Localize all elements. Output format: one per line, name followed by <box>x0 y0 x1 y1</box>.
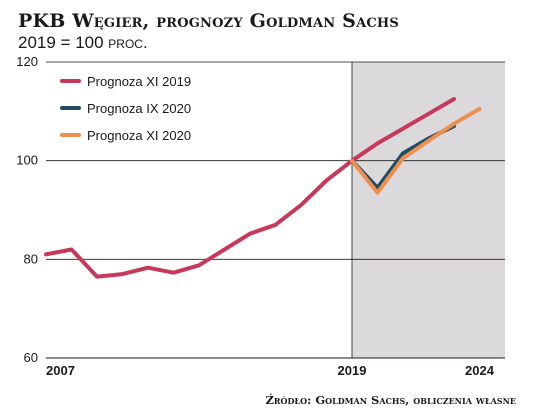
x-tick-label-2007: 2007 <box>46 363 75 378</box>
legend-label-1: Prognoza XI 2019 <box>87 74 191 89</box>
chart-subtitle: 2019 = 100 proc. <box>18 33 148 52</box>
x-tick-label-2019: 2019 <box>338 363 367 378</box>
y-tick-label-100: 100 <box>16 153 38 168</box>
legend-label-2: Prognoza IX 2020 <box>87 101 191 116</box>
forecast-band <box>352 62 505 358</box>
y-tick-label-60: 60 <box>24 350 38 365</box>
y-tick-label-80: 80 <box>24 251 38 266</box>
y-tick-label-120: 120 <box>16 54 38 69</box>
legend-label-3: Prognoza XI 2020 <box>87 128 191 143</box>
chart-title: PKB Węgier, prognozy Goldman Sachs <box>18 10 400 32</box>
series-line-3 <box>350 106 482 195</box>
series-line-1 <box>44 97 456 279</box>
x-tick-label-2024: 2024 <box>465 363 495 378</box>
source-note: Źródło: Goldman Sachs, obliczenia własne <box>265 393 516 407</box>
